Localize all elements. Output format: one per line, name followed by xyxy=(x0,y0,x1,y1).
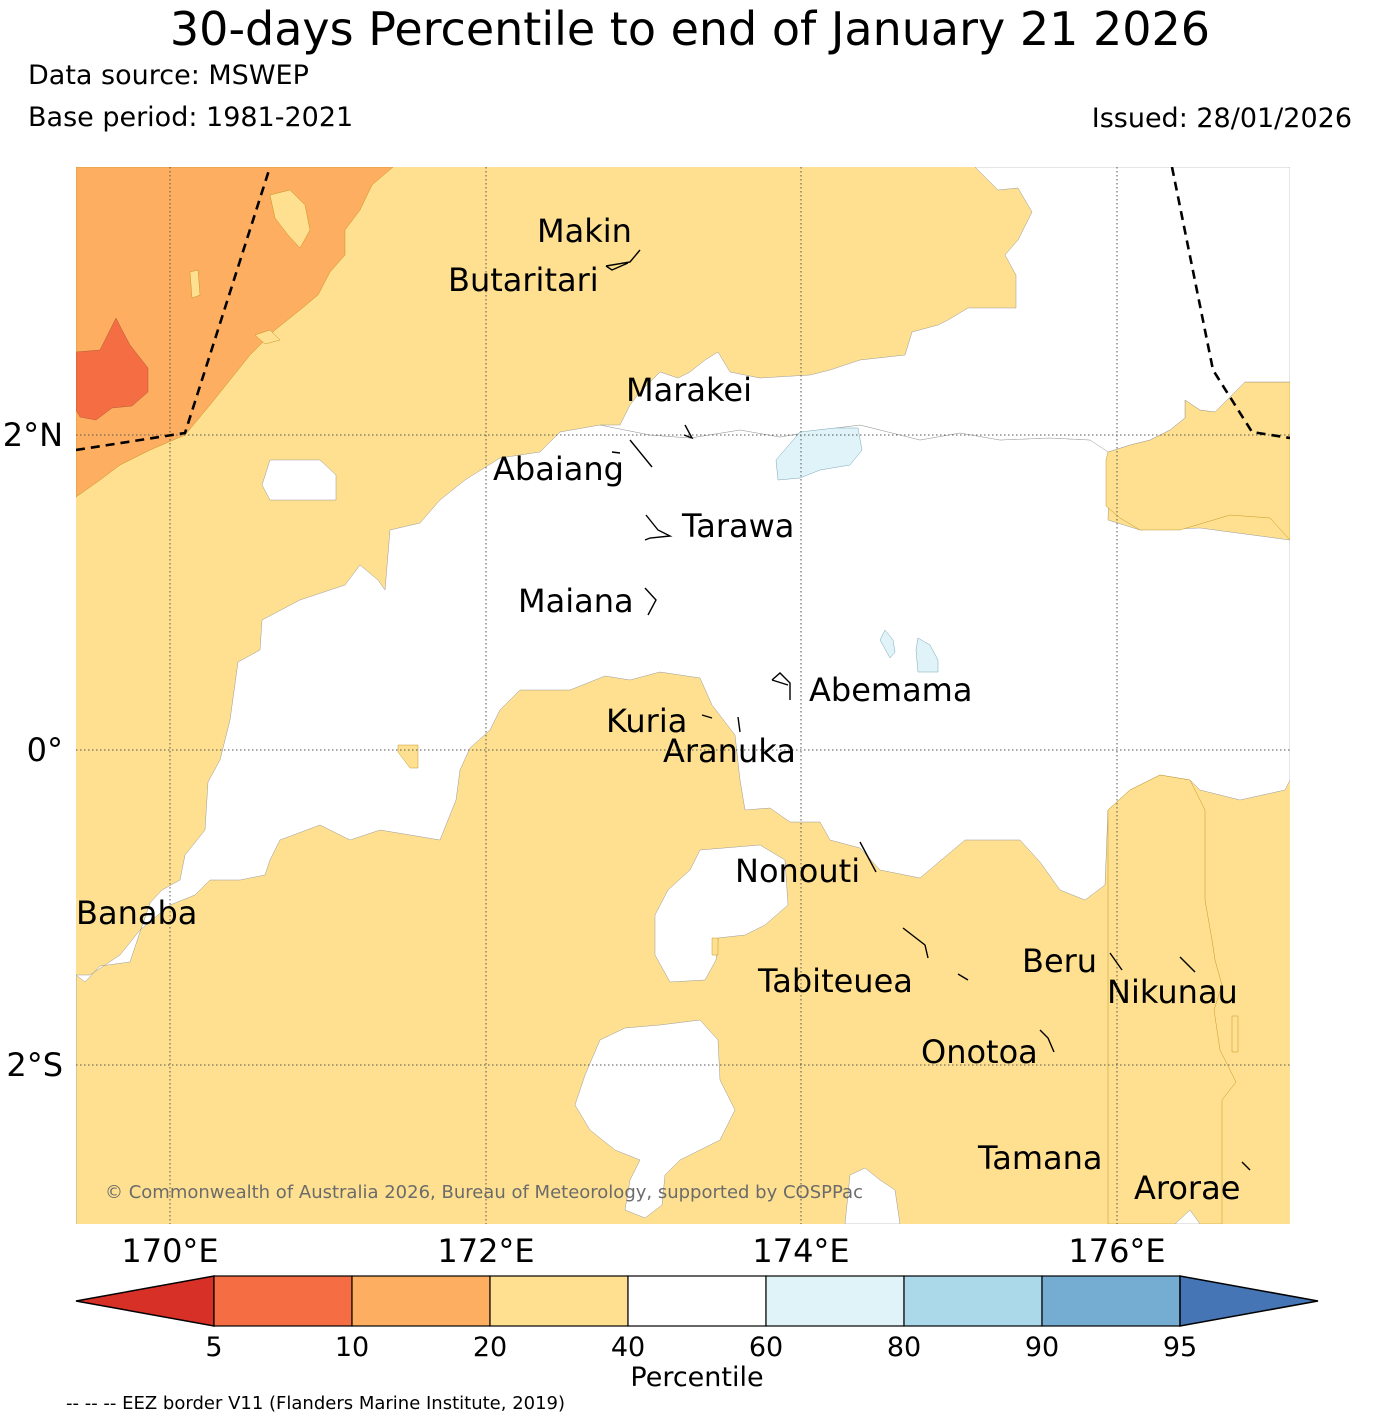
label-nikunau: Nikunau xyxy=(1107,973,1238,1011)
eez-footnote: -- -- -- EEZ border V11 (Flanders Marine… xyxy=(66,1393,566,1414)
nonouti-outline xyxy=(859,841,877,873)
eez-border xyxy=(76,167,1290,452)
region-40-60-patch xyxy=(1174,1209,1201,1224)
colorbar-tick-label: 60 xyxy=(749,1332,783,1363)
colorbar-bin xyxy=(1041,1275,1181,1327)
label-beru: Beru xyxy=(1022,942,1097,980)
lon-label-176e: 176°E xyxy=(1068,1232,1165,1270)
region-60-80 xyxy=(879,629,896,659)
colorbar-bin xyxy=(627,1275,767,1327)
island-outlines xyxy=(605,249,1251,1171)
lat-label-2n: 2°N xyxy=(3,416,63,454)
colorbar-extend-high xyxy=(1179,1275,1319,1327)
label-kuria: Kuria xyxy=(606,702,687,740)
region-20-40-hole xyxy=(269,189,311,249)
region-20-40-patch xyxy=(711,937,719,956)
region-5-10 xyxy=(76,317,149,421)
region-20-40-patch xyxy=(1107,774,1237,1224)
region-40-60-central xyxy=(76,424,1290,1224)
region-40-60-northeast xyxy=(599,167,1290,453)
island-labels: Makin Butaritari Marakei Abaiang Tarawa … xyxy=(76,212,1240,1207)
region-20-40-hole xyxy=(189,269,201,299)
abemama-outline xyxy=(771,672,791,700)
region-40-60-patch xyxy=(261,459,337,501)
colorbar-tick-label: 80 xyxy=(887,1332,921,1363)
region-20-40-patch xyxy=(1231,1015,1239,1053)
region-10-20-northwest xyxy=(76,167,394,498)
colorbar-tick-label: 40 xyxy=(611,1332,645,1363)
tarawa-outline xyxy=(644,514,673,541)
label-tamana: Tamana xyxy=(977,1139,1103,1177)
label-nonouti: Nonouti xyxy=(735,852,860,890)
label-maiana: Maiana xyxy=(518,582,634,620)
region-60-80 xyxy=(775,427,863,481)
copyright-text: © Commonwealth of Australia 2026, Bureau… xyxy=(105,1182,863,1203)
base-period: Base period: 1981-2021 xyxy=(28,102,354,133)
marakei-outline xyxy=(683,424,694,440)
lat-label-0: 0° xyxy=(27,731,63,769)
colorbar-tick-label: 10 xyxy=(335,1332,369,1363)
label-onotoa: Onotoa xyxy=(921,1033,1038,1071)
colorbar-bin xyxy=(351,1275,491,1327)
colorbar-tick-label: 5 xyxy=(205,1332,222,1363)
data-source: Data source: MSWEP xyxy=(28,60,309,91)
region-20-40-patch xyxy=(397,744,419,769)
colorbar-label: Percentile xyxy=(630,1362,763,1393)
label-banaba: Banaba xyxy=(76,894,197,932)
label-marakei: Marakei xyxy=(626,371,752,409)
region-40-60-patch xyxy=(844,1167,901,1224)
region-40-60-patch xyxy=(574,1019,736,1219)
label-abemama: Abemama xyxy=(809,671,972,709)
nikunau-outline xyxy=(1179,956,1196,973)
region-60-80 xyxy=(915,637,939,673)
colorbar-tick-label: 90 xyxy=(1025,1332,1059,1363)
label-tarawa: Tarawa xyxy=(681,507,794,545)
label-aranuka: Aranuka xyxy=(663,732,796,770)
lon-label-170e: 170°E xyxy=(121,1232,218,1270)
region-20-40-hole xyxy=(254,329,281,345)
issued-date: Issued: 28/01/2026 xyxy=(1091,103,1352,134)
label-arorae: Arorae xyxy=(1134,1169,1240,1207)
arorae-outline xyxy=(1241,1161,1251,1171)
abaiang-outline xyxy=(611,439,653,468)
onotoa-outline xyxy=(1039,1029,1055,1053)
beru-outline xyxy=(1109,952,1123,971)
colorbar-bin xyxy=(765,1275,905,1327)
colorbar-bin xyxy=(903,1275,1043,1327)
butaritari-outline xyxy=(605,249,641,271)
region-40-60-patch xyxy=(654,844,789,983)
map-plot-area: © Commonwealth of Australia 2026, Bureau… xyxy=(76,167,1290,1224)
colorbar-tick-label: 95 xyxy=(1163,1332,1197,1363)
label-makin: Makin xyxy=(537,212,632,250)
label-tabiteuea: Tabiteuea xyxy=(757,962,913,1000)
colorbar-ticks: 5 10 20 40 60 80 90 95 xyxy=(205,1332,1197,1363)
colorbar-bin xyxy=(213,1275,353,1327)
lon-label-172e: 172°E xyxy=(437,1232,534,1270)
graticule xyxy=(76,167,1290,1224)
maiana-outline xyxy=(644,587,657,616)
label-abaiang: Abaiang xyxy=(493,450,624,488)
colorbar-bin xyxy=(489,1275,629,1327)
longitude-labels: 170°E 172°E 174°E 176°E xyxy=(121,1232,1165,1270)
kuria-outline xyxy=(701,714,713,719)
colorbar xyxy=(75,1275,1319,1327)
latitude-labels: 2°N 0° 2°S xyxy=(3,416,63,1084)
lat-label-2s: 2°S xyxy=(6,1046,63,1084)
lon-label-174e: 174°E xyxy=(752,1232,849,1270)
map-title: 30-days Percentile to end of January 21 … xyxy=(169,2,1211,56)
label-butaritari: Butaritari xyxy=(448,261,599,299)
aranuka-outline xyxy=(737,716,741,733)
tabiteuea-outline xyxy=(902,927,969,981)
colorbar-extend-low xyxy=(75,1275,215,1327)
colorbar-tick-label: 20 xyxy=(473,1332,507,1363)
